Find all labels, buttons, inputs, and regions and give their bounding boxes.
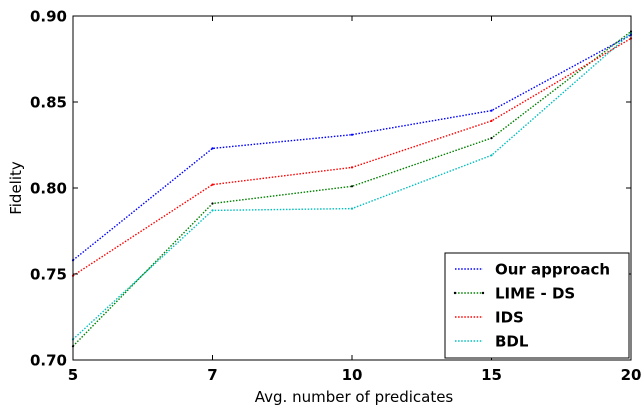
series-line-2 xyxy=(72,37,632,277)
x-tick-label: 20 xyxy=(621,366,642,384)
data-point xyxy=(490,137,493,140)
x-tick-label: 15 xyxy=(481,366,502,384)
data-point xyxy=(211,202,214,205)
x-axis-label: Avg. number of predicates xyxy=(255,388,454,406)
y-tick-label: 0.85 xyxy=(30,94,67,112)
legend-label: IDS xyxy=(495,309,524,327)
legend-label: BDL xyxy=(495,333,529,351)
x-tick-label: 10 xyxy=(342,366,363,384)
data-point xyxy=(350,133,354,136)
legend-box xyxy=(444,252,630,359)
data-point xyxy=(350,166,354,169)
data-point xyxy=(211,209,214,212)
data-point xyxy=(490,154,493,157)
axes-layer: 0.70 0.75 0.80 0.85 0.90 5 7 10 15 20 xyxy=(30,8,641,385)
data-point xyxy=(490,109,493,112)
series-line-0 xyxy=(72,34,632,261)
x-tick-label: 5 xyxy=(68,366,78,384)
series-line-1 xyxy=(72,30,632,347)
x-tick-label: 7 xyxy=(207,366,217,384)
y-axis-label: Fidelity xyxy=(7,161,25,215)
data-point xyxy=(490,119,493,122)
y-tick-label: 0.70 xyxy=(30,352,67,370)
plot-layer xyxy=(71,30,633,348)
data-point xyxy=(211,183,214,186)
legend: Our approach LIME - DS IDS BDL xyxy=(444,252,630,359)
data-point xyxy=(350,207,354,210)
data-point xyxy=(211,147,214,150)
data-point xyxy=(350,185,354,188)
y-tick-label: 0.90 xyxy=(30,8,67,26)
legend-label: Our approach xyxy=(495,261,610,279)
legend-label: LIME - DS xyxy=(495,285,575,303)
y-tick-label: 0.80 xyxy=(30,180,67,198)
y-tick-label: 0.75 xyxy=(30,266,67,284)
legend-marker xyxy=(481,291,485,295)
legend-marker xyxy=(453,291,457,295)
